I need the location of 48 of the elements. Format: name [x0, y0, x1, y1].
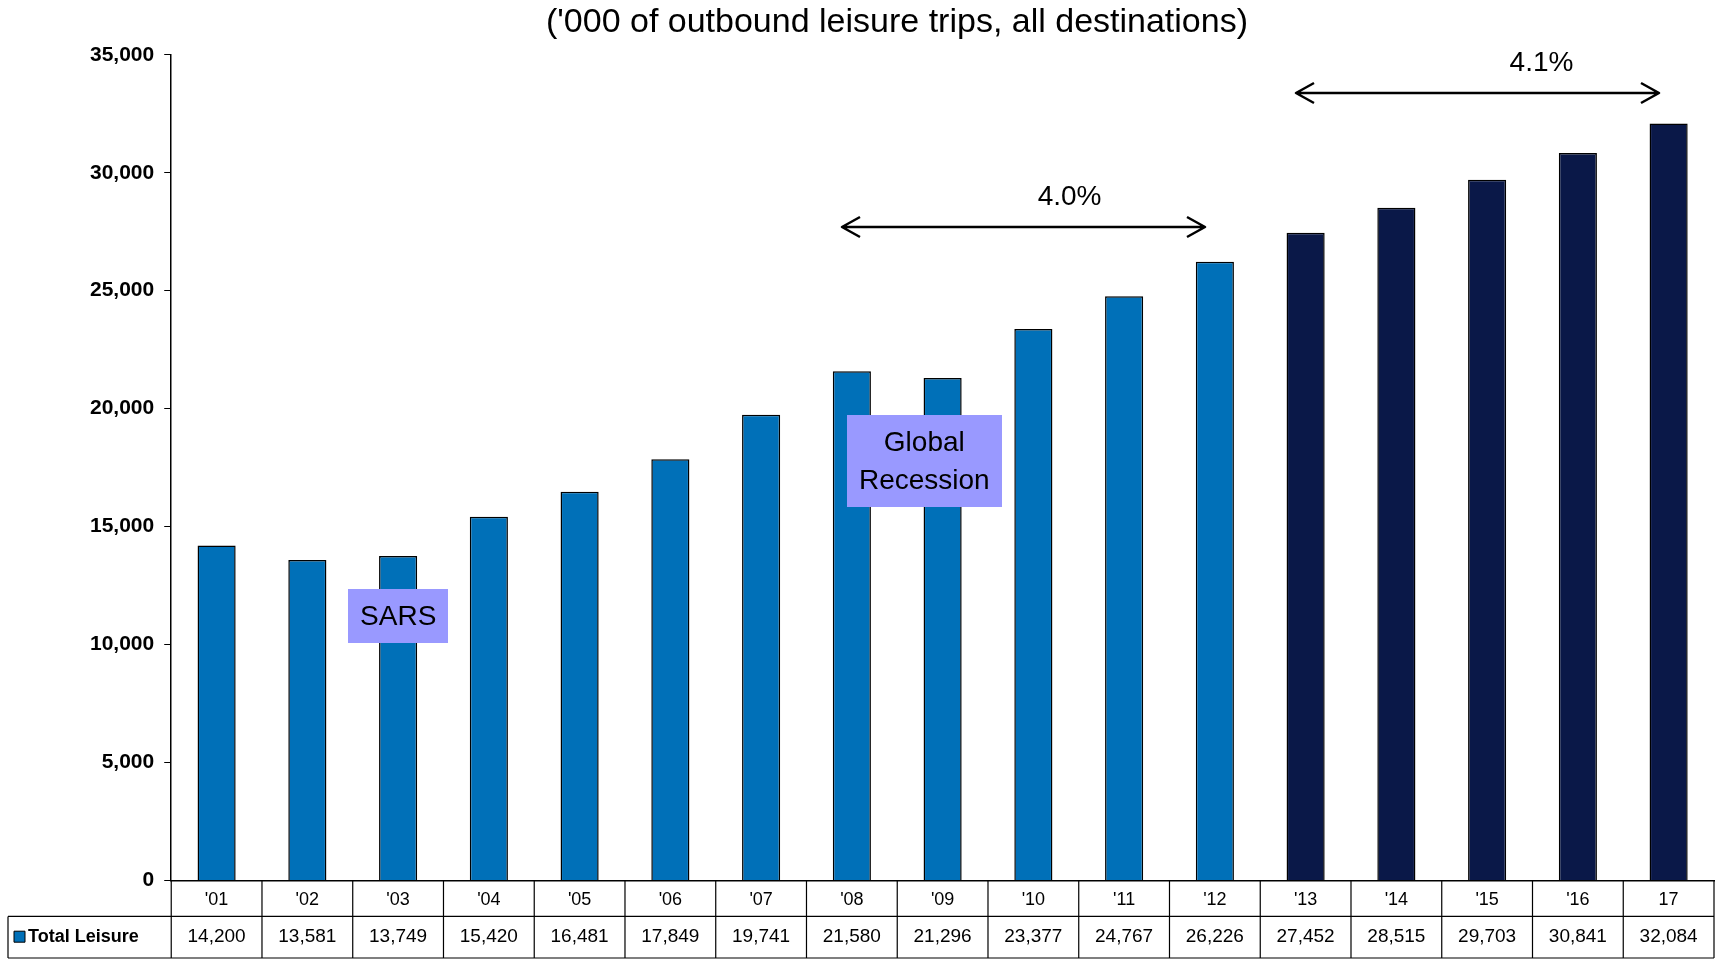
y-tick-label: 15,000 — [90, 513, 155, 537]
data-label: 27,452 — [1276, 925, 1335, 947]
data-label: 26,226 — [1185, 925, 1244, 947]
data-label: 24,767 — [1095, 925, 1154, 947]
y-tick-label: 5,000 — [101, 749, 155, 773]
data-label: 13,749 — [369, 925, 428, 947]
data-label: 13,581 — [278, 925, 337, 947]
x-tick-label: '15 — [1475, 889, 1499, 910]
data-label: 30,841 — [1548, 925, 1607, 947]
y-tick-label: 10,000 — [90, 631, 155, 655]
x-tick-label: '09 — [930, 889, 955, 910]
data-label: 28,515 — [1367, 925, 1426, 947]
data-label: 32,084 — [1639, 925, 1699, 947]
y-tick-label: 0 — [142, 867, 155, 891]
x-tick-label: '10 — [1021, 889, 1046, 910]
x-tick-label: '07 — [749, 889, 773, 910]
y-tick-label: 25,000 — [90, 277, 155, 301]
x-tick-label: '05 — [567, 889, 592, 910]
x-tick-label: '08 — [840, 889, 864, 910]
data-label: 21,580 — [822, 925, 881, 947]
x-tick-label: '16 — [1566, 889, 1590, 910]
x-tick-label: '11 — [1113, 889, 1136, 910]
x-tick-label: '04 — [477, 889, 501, 910]
data-label: 19,741 — [732, 925, 791, 947]
x-tick-label: '01 — [204, 889, 229, 910]
x-tick-label: '02 — [295, 889, 320, 910]
data-label: 21,296 — [913, 925, 972, 947]
annotation: 4.1% — [1509, 44, 1574, 79]
chart-title: ('000 of outbound leisure trips, all destinations) — [545, 0, 1249, 39]
x-tick-label: '06 — [658, 889, 683, 910]
data-label: 17,849 — [641, 925, 700, 947]
x-tick-label: '14 — [1384, 889, 1409, 910]
annotation: 4.0% — [1037, 179, 1102, 213]
x-tick-label: '13 — [1293, 889, 1318, 910]
x-tick-label: 17 — [1658, 889, 1679, 910]
x-tick-label: '12 — [1203, 889, 1227, 910]
data-label: 15,420 — [459, 925, 518, 947]
y-tick-label: 20,000 — [90, 395, 155, 419]
x-tick-label: '03 — [386, 889, 410, 910]
data-label: 14,200 — [187, 925, 246, 947]
y-tick-label: 35,000 — [90, 41, 155, 65]
data-label: 29,703 — [1458, 925, 1517, 947]
data-label: 16,481 — [550, 925, 609, 947]
y-tick-label: 30,000 — [90, 159, 155, 183]
annotation: SARS — [348, 589, 449, 644]
legend-label: Total Leisure — [28, 926, 139, 947]
annotation: Global Recession — [846, 414, 1002, 507]
data-label: 23,377 — [1004, 925, 1063, 947]
